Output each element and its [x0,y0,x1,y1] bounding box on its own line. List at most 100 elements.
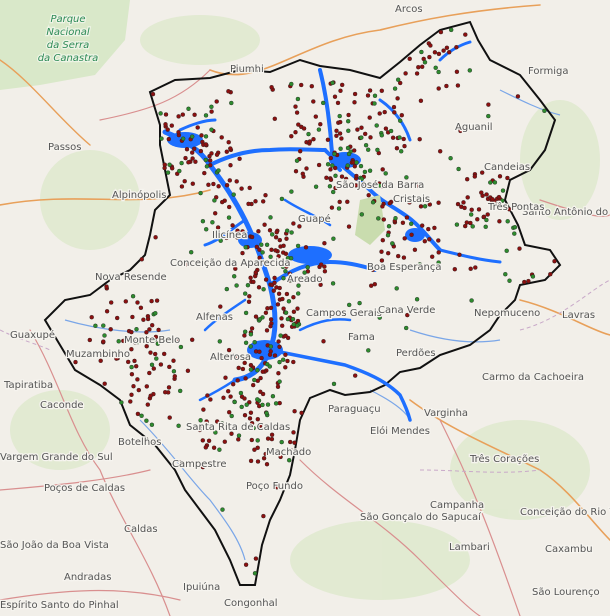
green-point [433,65,438,71]
red-point [211,181,216,187]
green-point [289,189,294,194]
green-point [203,227,209,232]
green-point [186,106,191,112]
green-point [394,286,399,291]
red-point [368,135,373,140]
red-point [395,96,400,101]
green-point [372,101,377,106]
red-point [121,338,126,344]
red-point [296,122,301,127]
red-point [400,220,406,226]
red-point [486,102,491,107]
red-point [255,459,261,464]
green-point [129,364,134,370]
red-point [321,339,326,344]
red-point [298,148,303,154]
red-point [328,167,333,172]
green-point [259,242,264,247]
red-point [104,309,110,314]
red-point [353,183,359,188]
green-point [226,215,232,220]
place-label: Candeias [484,162,530,173]
green-point [330,163,335,168]
red-point [335,100,341,106]
red-point [318,282,323,287]
red-point [216,184,221,189]
red-point [338,88,343,94]
red-point [438,149,443,154]
red-point [201,407,206,412]
green-point [372,93,378,99]
green-point [264,410,269,416]
red-point [249,437,255,443]
red-point [271,288,276,293]
red-point [226,89,231,94]
green-point [449,27,454,33]
green-point [268,254,273,259]
red-point [175,337,181,342]
red-point [267,352,273,357]
red-point [236,437,241,442]
red-point [463,32,468,37]
red-point [130,314,135,320]
red-point [258,389,263,394]
red-point [291,430,296,435]
place-label: Alterosa [210,352,251,363]
place-label: Areado [287,274,322,285]
green-point [492,180,498,185]
red-point [226,410,232,415]
green-point [357,300,362,306]
red-point [114,315,120,321]
green-point [385,232,391,238]
green-point [370,200,376,205]
red-point [278,454,283,460]
red-point [182,178,187,184]
green-point [346,151,352,157]
red-point [242,413,248,418]
red-point [404,215,410,220]
red-point [235,378,240,383]
red-point [263,277,269,282]
green-point [396,77,401,82]
green-point [456,166,461,172]
green-point [336,206,342,211]
green-point [158,111,163,116]
red-point [239,186,244,191]
red-point [240,366,246,372]
green-point [488,180,493,185]
place-label: Nepomuceno [474,308,540,319]
red-point [215,225,221,230]
green-point [333,173,338,179]
red-point [256,285,262,290]
red-point [242,333,247,338]
place-label: Muzambinho [66,349,130,360]
red-point [256,229,261,234]
red-point [436,86,441,91]
place-label: Poços de Caldas [44,483,125,494]
red-point [281,306,286,311]
red-point [224,182,230,188]
red-point [496,194,502,200]
park-label-line-3: da Serra [47,40,90,51]
red-point [235,228,240,234]
green-point [417,262,422,267]
green-point [198,418,203,423]
red-point [444,83,449,89]
red-point [191,146,197,152]
red-point [452,267,457,272]
red-point [206,182,211,188]
red-point [515,94,521,99]
red-point [253,556,259,561]
red-point [361,181,367,186]
place-label: Três Corações [469,453,539,465]
green-point [217,447,222,452]
red-point [167,364,172,370]
red-point [169,166,175,171]
green-point [152,338,157,343]
green-point [359,135,364,140]
red-point [418,204,424,209]
red-point [277,285,282,291]
red-point [253,199,258,204]
red-point [248,410,254,415]
